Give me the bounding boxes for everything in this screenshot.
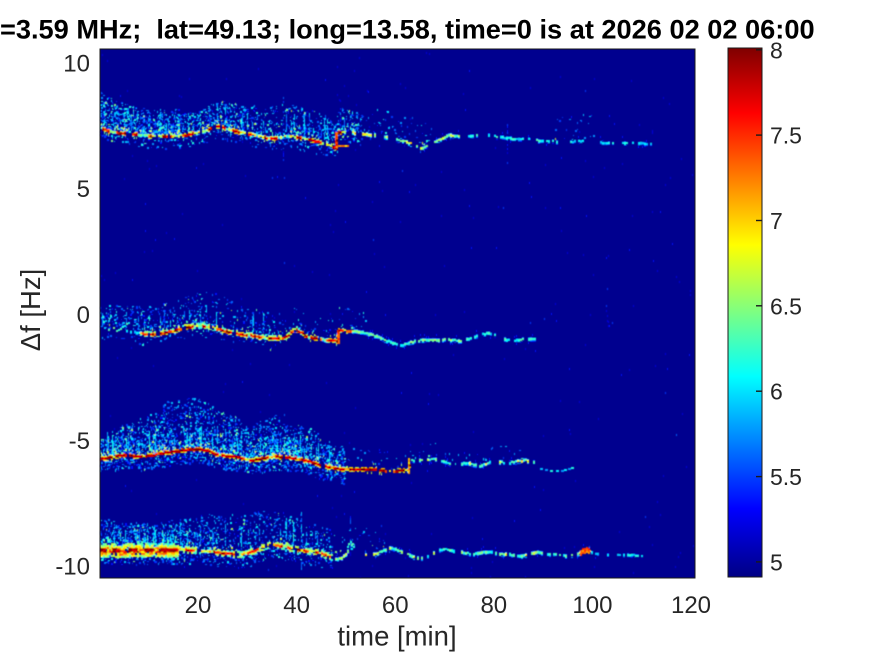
- svg-text:7: 7: [770, 208, 783, 234]
- svg-text:10: 10: [63, 51, 90, 78]
- svg-text:8: 8: [770, 37, 783, 63]
- svg-text:-10: -10: [55, 554, 90, 581]
- svg-text:100: 100: [572, 592, 612, 619]
- svg-text:time [min]: time [min]: [337, 621, 456, 652]
- svg-text:20: 20: [185, 592, 212, 619]
- svg-text:7.5: 7.5: [770, 123, 802, 149]
- svg-text:60: 60: [382, 592, 409, 619]
- svg-text:80: 80: [480, 592, 507, 619]
- svg-text:=3.59 MHz; lat=49.13; long=13: =3.59 MHz; lat=49.13; long=13.58, time=0…: [0, 14, 815, 45]
- svg-text:0: 0: [77, 302, 90, 329]
- svg-text:6: 6: [770, 379, 783, 405]
- svg-text:5.5: 5.5: [770, 464, 802, 490]
- svg-text:5: 5: [770, 549, 783, 575]
- svg-text:Δf [Hz]: Δf [Hz]: [15, 269, 46, 352]
- svg-text:6.5: 6.5: [770, 293, 802, 319]
- svg-text:5: 5: [77, 176, 90, 203]
- svg-text:40: 40: [283, 592, 310, 619]
- svg-text:-5: -5: [69, 428, 90, 455]
- svg-text:120: 120: [671, 592, 711, 619]
